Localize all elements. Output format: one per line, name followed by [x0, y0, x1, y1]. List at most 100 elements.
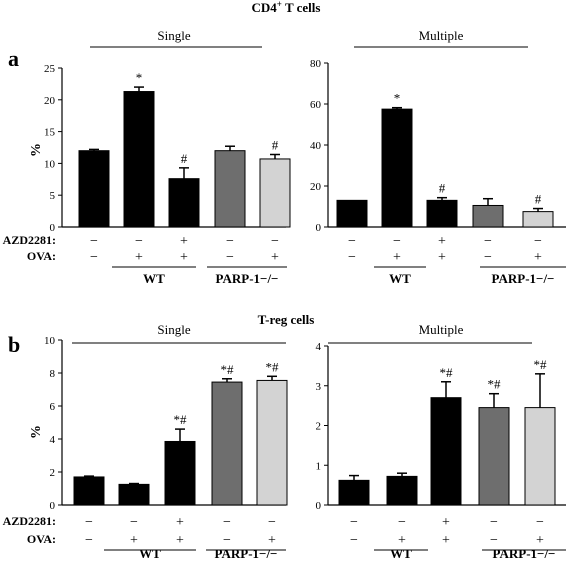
y-tick-label: 0	[316, 500, 322, 512]
y-tick-label: 5	[50, 190, 56, 202]
group-label-parp: PARP-1−/−	[493, 546, 556, 561]
bar	[73, 476, 105, 506]
y-tick-label: 80	[310, 58, 322, 70]
treatment-sign: −	[85, 533, 93, 548]
bar	[259, 158, 291, 228]
chart-3: Single 0 2 4 6 8 10% *# *# *# AZD2281: − − + − − OVA: − + +…	[3, 322, 288, 561]
treatment-sign: −	[268, 515, 276, 530]
treatment-sign: +	[534, 250, 542, 265]
significance-mark: *#	[174, 412, 188, 427]
treatment-sign: −	[135, 234, 143, 249]
treatment-sign: +	[180, 234, 188, 249]
significance-mark: #	[439, 181, 446, 196]
treatment-sign: +	[271, 250, 279, 265]
row-label: OVA:	[27, 249, 56, 263]
panel-b-title: T-reg cells	[258, 312, 315, 327]
bar	[524, 407, 556, 506]
treatment-sign: −	[348, 234, 356, 249]
treatment-sign: −	[393, 234, 401, 249]
row-label: AZD2281:	[3, 233, 56, 247]
bar	[430, 397, 462, 506]
y-tick-label: 60	[310, 99, 322, 111]
significance-mark: *#	[488, 377, 502, 392]
bar	[522, 211, 554, 228]
bar	[168, 178, 200, 228]
chart-title: Single	[157, 28, 190, 43]
treatment-sign: +	[438, 234, 446, 249]
y-tick-label: 8	[50, 368, 56, 380]
significance-mark: *	[136, 70, 143, 85]
bar	[336, 199, 368, 228]
treatment-sign: −	[90, 234, 98, 249]
bar	[256, 379, 288, 506]
y-axis-label: %	[29, 425, 44, 439]
y-tick-label: 40	[310, 140, 322, 152]
y-tick-label: 10	[44, 335, 56, 347]
bar	[214, 150, 246, 228]
y-tick-label: 20	[44, 95, 56, 107]
treatment-sign: −	[398, 515, 406, 530]
significance-mark: #	[272, 137, 279, 152]
y-tick-label: 0	[50, 500, 56, 512]
significance-mark: *	[394, 91, 401, 106]
treatment-sign: −	[226, 250, 234, 265]
bar	[164, 440, 196, 506]
y-tick-label: 25	[44, 63, 56, 75]
y-tick-label: 0	[50, 222, 56, 234]
y-tick-label: 4	[316, 341, 322, 353]
treatment-sign: +	[176, 515, 184, 530]
treatment-sign: −	[223, 515, 231, 530]
significance-mark: #	[535, 192, 542, 207]
bar	[426, 199, 458, 228]
treatment-sign: −	[226, 234, 234, 249]
bar	[381, 108, 413, 228]
row-label: OVA:	[27, 532, 56, 546]
group-label-parp: PARP-1−/−	[215, 546, 278, 561]
significance-mark: *#	[534, 357, 548, 372]
treatment-sign: −	[490, 533, 498, 548]
treatment-sign: −	[223, 533, 231, 548]
treatment-sign: −	[490, 515, 498, 530]
chart-title: Single	[157, 322, 190, 337]
treatment-sign: −	[484, 250, 492, 265]
y-tick-label: 2	[316, 421, 322, 433]
group-label-wt: WT	[390, 546, 412, 561]
treatment-sign: −	[271, 234, 279, 249]
treatment-sign: −	[348, 250, 356, 265]
treatment-sign: +	[536, 533, 544, 548]
treatment-sign: −	[85, 515, 93, 530]
y-tick-label: 15	[44, 127, 56, 139]
group-label-wt: WT	[143, 271, 165, 286]
treatment-sign: +	[130, 533, 138, 548]
bar	[472, 204, 504, 228]
y-tick-label: 6	[50, 401, 56, 413]
treatment-sign: −	[350, 515, 358, 530]
significance-mark: #	[181, 151, 188, 166]
row-label: AZD2281:	[3, 514, 56, 528]
y-tick-label: 4	[50, 434, 56, 446]
bar	[338, 479, 370, 506]
treatment-sign: −	[484, 234, 492, 249]
treatment-sign: +	[176, 533, 184, 548]
y-tick-label: 0	[316, 222, 322, 234]
bar	[78, 150, 110, 228]
group-label-parp: PARP-1−/−	[216, 271, 279, 286]
significance-mark: *#	[266, 359, 280, 374]
treatment-sign: +	[180, 250, 188, 265]
panel-b-letter: b	[8, 332, 20, 357]
group-label-wt: WT	[139, 546, 161, 561]
bar	[478, 407, 510, 506]
treatment-sign: −	[90, 250, 98, 265]
y-tick-label: 20	[310, 181, 322, 193]
treatment-sign: +	[135, 250, 143, 265]
y-tick-label: 10	[44, 158, 56, 170]
chart-title: Multiple	[419, 28, 464, 43]
y-tick-label: 1	[316, 460, 322, 472]
treatment-sign: +	[398, 533, 406, 548]
group-label-parp: PARP-1−/−	[492, 271, 555, 286]
treatment-sign: −	[350, 533, 358, 548]
